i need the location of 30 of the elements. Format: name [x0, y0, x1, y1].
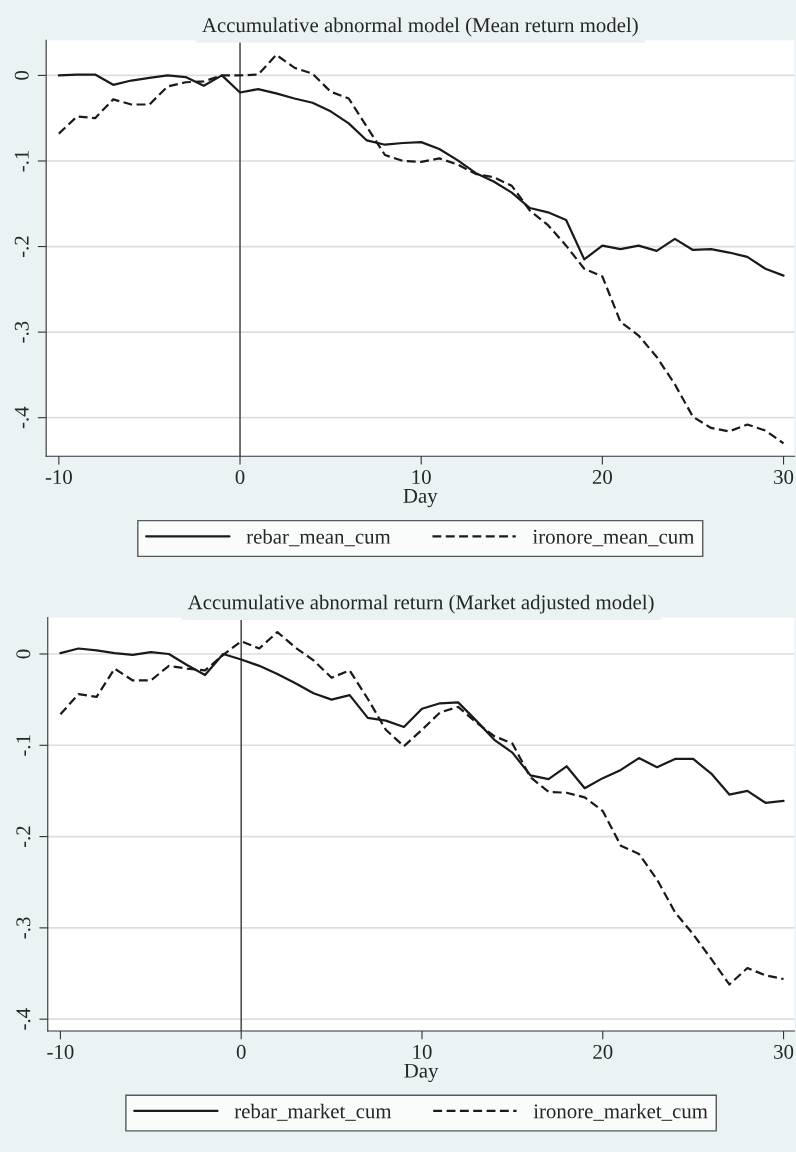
y-tick-label: -.1 [16, 735, 31, 756]
legend-label: rebar_mean_cum [246, 529, 391, 547]
y-tick-label: -.2 [16, 826, 31, 848]
y-tick-label: 0 [14, 70, 29, 80]
line-series [59, 630, 785, 986]
y-tick-label: -.2 [14, 236, 29, 258]
y-tick-label: -.3 [16, 917, 31, 939]
y-tick-label: -.4 [14, 406, 29, 429]
x-tick-label: 10 [413, 1044, 432, 1059]
line-series [57, 53, 785, 445]
x-tick-label: 0 [236, 1044, 246, 1059]
legend-label: ironore_market_cum [533, 1103, 708, 1121]
x-axis-title: Day [404, 1063, 439, 1083]
chart-title: Accumulative abnormal model (Mean return model) [202, 17, 638, 37]
x-tick-label: 20 [593, 1044, 613, 1059]
x-tick-label: 10 [412, 469, 431, 485]
x-tick-label: 0 [235, 469, 245, 485]
y-tick-label: 0 [16, 649, 31, 659]
x-tick-label: 20 [592, 469, 612, 485]
y-tick-label: -.3 [14, 321, 29, 343]
legend-label: ironore_mean_cum [532, 529, 695, 547]
x-tick-label: -10 [47, 1044, 74, 1059]
y-tick-label: -.4 [16, 1008, 31, 1030]
x-tick-label: 30 [774, 469, 794, 485]
x-tick-label: -10 [45, 469, 72, 485]
x-axis-title: Day [403, 489, 438, 508]
x-tick-label: 30 [774, 1044, 794, 1059]
y-tick-label: -.1 [14, 150, 29, 172]
chart-title: Accumulative abnormal return (Market adjusted model) [187, 594, 654, 614]
legend-label: rebar_market_cum [234, 1103, 392, 1121]
